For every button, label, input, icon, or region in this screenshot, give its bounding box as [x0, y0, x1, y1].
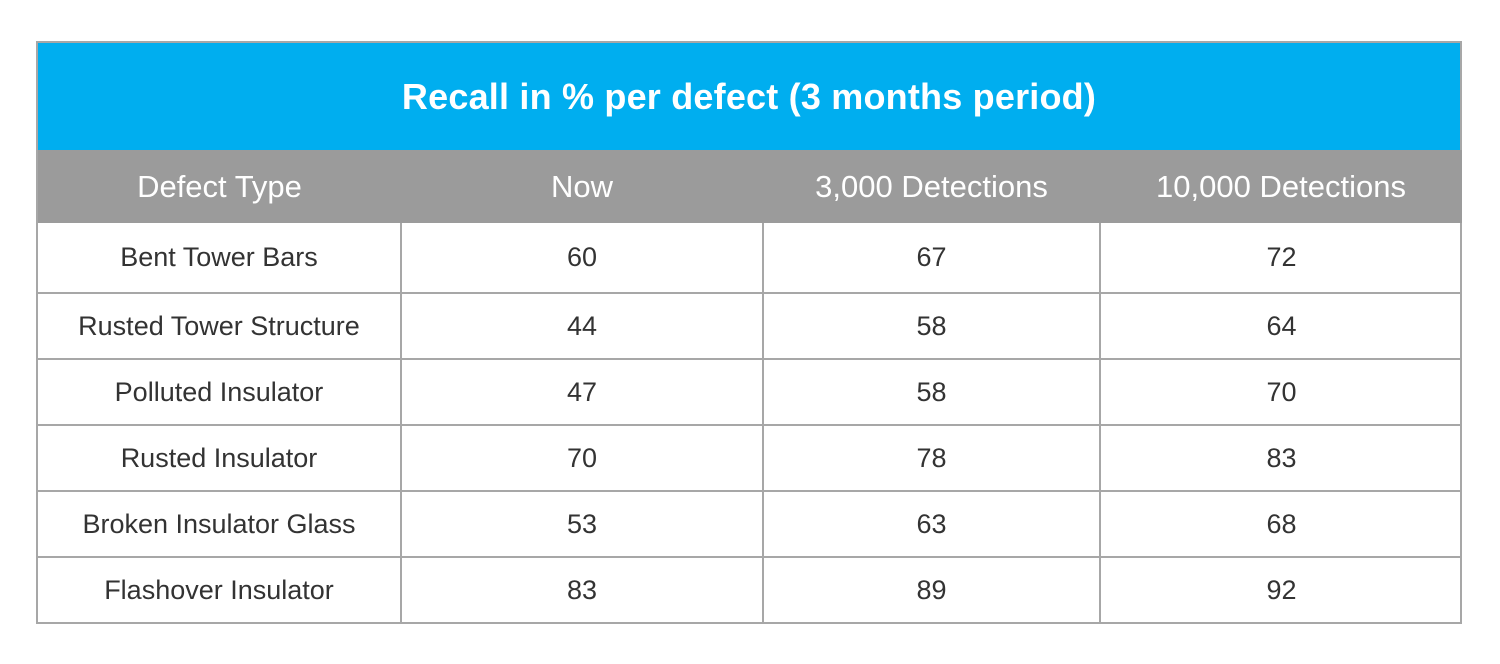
- table-row: Bent Tower Bars 60 67 72: [38, 223, 1462, 293]
- cell-10000: 68: [1100, 490, 1462, 557]
- recall-table: Recall in % per defect (3 months period)…: [36, 41, 1462, 624]
- cell-now: 60: [401, 223, 764, 293]
- cell-3000: 58: [763, 358, 1101, 425]
- header-row: Defect Type Now 3,000 Detections 10,000 …: [38, 150, 1462, 223]
- cell-3000: 58: [763, 292, 1101, 359]
- cell-now: 53: [401, 490, 764, 557]
- cell-now: 70: [401, 424, 764, 491]
- cell-defect-type: Rusted Tower Structure: [38, 292, 402, 359]
- header-3000-detections: 3,000 Detections: [763, 150, 1100, 223]
- cell-defect-type: Polluted Insulator: [38, 358, 402, 425]
- table-title: Recall in % per defect (3 months period): [38, 43, 1460, 150]
- cell-3000: 78: [763, 424, 1101, 491]
- header-defect-type: Defect Type: [38, 150, 401, 223]
- table-row: Broken Insulator Glass 53 63 68: [38, 490, 1462, 557]
- table-row: Rusted Tower Structure 44 58 64: [38, 292, 1462, 359]
- cell-now: 44: [401, 292, 764, 359]
- table-row: Rusted Insulator 70 78 83: [38, 424, 1462, 491]
- cell-defect-type: Flashover Insulator: [38, 556, 402, 622]
- cell-10000: 83: [1100, 424, 1462, 491]
- recall-data-table: Defect Type Now 3,000 Detections 10,000 …: [38, 150, 1462, 622]
- table-row: Polluted Insulator 47 58 70: [38, 358, 1462, 425]
- table-row: Flashover Insulator 83 89 92: [38, 556, 1462, 622]
- header-10000-detections: 10,000 Detections: [1100, 150, 1462, 223]
- cell-defect-type: Broken Insulator Glass: [38, 490, 402, 557]
- cell-3000: 67: [763, 223, 1101, 293]
- cell-10000: 92: [1100, 556, 1462, 622]
- cell-10000: 72: [1266, 242, 1297, 272]
- cell-3000: 89: [763, 556, 1101, 622]
- cell-defect-type: Rusted Insulator: [38, 424, 402, 491]
- cell-defect-type: Bent Tower Bars: [38, 223, 402, 293]
- table-body: Bent Tower Bars 60 67 72 Rusted Tower St…: [38, 223, 1462, 622]
- cell-now: 47: [401, 358, 764, 425]
- cell-10000: 70: [1100, 358, 1462, 425]
- cell-10000: 64: [1100, 292, 1462, 359]
- table-header: Defect Type Now 3,000 Detections 10,000 …: [38, 150, 1462, 223]
- cell-3000: 63: [763, 490, 1101, 557]
- cell-now: 83: [401, 556, 764, 622]
- header-now: Now: [401, 150, 763, 223]
